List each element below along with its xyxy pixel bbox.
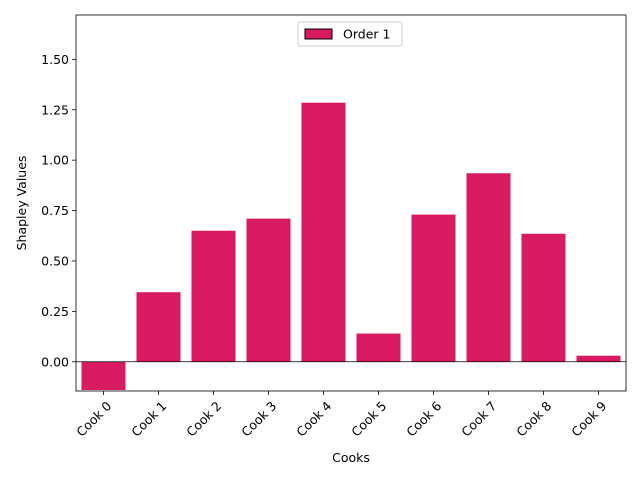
- x-axis-label: Cooks: [332, 450, 370, 465]
- bar-cook-3: [246, 218, 291, 362]
- x-tick-label: Cook 8: [513, 398, 554, 439]
- x-tick-label: Cook 7: [458, 398, 499, 439]
- y-tick-label: 0.75: [41, 203, 69, 218]
- bar-cook-5: [356, 333, 401, 362]
- bar-cook-0: [81, 361, 126, 390]
- y-axis-ticks: 0.00 0.25 0.50 0.75 1.00 1.25 1.50: [41, 52, 76, 369]
- y-tick-label: 1.50: [41, 52, 69, 67]
- y-tick-label: 0.00: [41, 354, 69, 369]
- legend-label: Order 1: [343, 27, 390, 42]
- y-axis-label: Shapley Values: [14, 156, 29, 251]
- y-tick-label: 0.50: [41, 253, 69, 268]
- bar-cook-2: [191, 230, 236, 362]
- x-tick-label: Cook 6: [403, 398, 444, 439]
- bar-cook-1: [136, 292, 181, 362]
- bar-cook-8: [521, 233, 566, 362]
- legend-box: [297, 21, 403, 47]
- axes-frame: [75, 14, 627, 392]
- x-tick-label: Cook 3: [238, 398, 279, 439]
- x-tick-label: Cook 0: [73, 398, 114, 439]
- x-tick-label: Cook 4: [293, 398, 334, 439]
- y-tick-label: 1.25: [41, 102, 69, 117]
- y-tick-label: 1.00: [41, 153, 69, 168]
- x-tick-label: Cook 1: [128, 398, 169, 439]
- bars-group: [81, 102, 621, 390]
- bar-cook-6: [411, 214, 456, 362]
- bar-cook-9: [576, 355, 621, 362]
- x-tick-label: Cook 9: [568, 398, 609, 439]
- x-tick-label: Cook 2: [183, 398, 224, 439]
- x-tick-label: Cook 5: [348, 398, 389, 439]
- legend-swatch: [304, 28, 333, 40]
- x-axis-ticks: Cook 0 Cook 1 Cook 2 Cook 3 Cook 4 Cook 5 Cook…: [73, 391, 609, 439]
- bar-cook-4: [301, 102, 346, 362]
- bar-cook-7: [466, 173, 511, 362]
- y-tick-label: 0.25: [41, 304, 69, 319]
- legend: Order 1: [297, 21, 403, 47]
